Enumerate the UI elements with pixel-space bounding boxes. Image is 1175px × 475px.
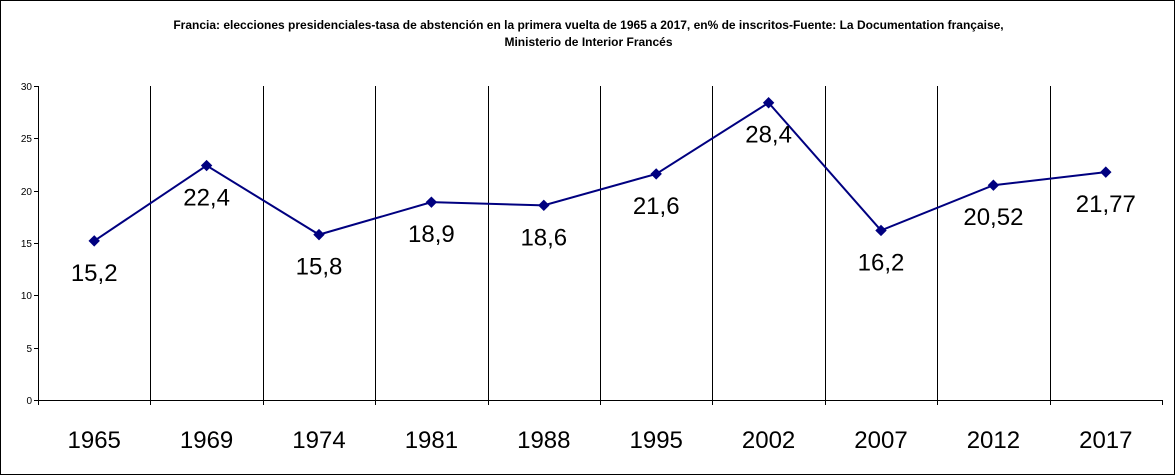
chart-title: Francia: elecciones presidenciales-tasa … — [1, 17, 1174, 51]
y-tick-label: 0 — [26, 396, 32, 407]
y-tick-label: 15 — [21, 239, 33, 250]
x-tick-label: 2007 — [854, 427, 907, 454]
x-tick-label: 2017 — [1079, 427, 1132, 454]
data-label: 16,2 — [858, 249, 905, 276]
data-label: 21,6 — [633, 193, 680, 220]
x-tick-label: 1988 — [517, 427, 570, 454]
x-tick-label: 1995 — [630, 427, 683, 454]
data-label: 28,4 — [745, 122, 792, 149]
data-label: 15,8 — [296, 254, 343, 281]
data-point-marker — [875, 224, 887, 237]
y-tick-label: 20 — [21, 187, 33, 198]
x-tick-label: 1981 — [405, 427, 458, 454]
y-tick-label: 25 — [21, 134, 33, 145]
data-label: 21,77 — [1076, 191, 1136, 218]
data-point-marker — [313, 228, 325, 241]
chart-subtitle: Ministerio de Interior Francés — [504, 35, 673, 49]
data-label: 20,52 — [963, 204, 1023, 231]
data-point-marker — [762, 97, 775, 109]
data-point-marker — [650, 168, 662, 180]
data-label: 18,9 — [408, 221, 455, 248]
data-point-marker — [425, 196, 438, 208]
data-point-marker — [200, 159, 213, 172]
data-label: 22,4 — [183, 185, 230, 212]
x-tick-label: 2012 — [967, 427, 1020, 454]
x-tick-label: 2002 — [742, 427, 795, 454]
y-tick-label: 5 — [26, 344, 32, 355]
data-point-marker — [1100, 166, 1112, 178]
data-label: 18,6 — [520, 224, 567, 251]
x-tick-label: 1974 — [292, 427, 345, 454]
x-tick-label: 1969 — [180, 427, 233, 454]
y-tick-label: 10 — [21, 291, 33, 302]
chart-title-line1: Francia: elecciones presidenciales-tasa … — [173, 18, 1004, 32]
data-label: 15,2 — [71, 260, 118, 287]
data-point-marker — [987, 179, 1000, 191]
x-tick-label: 1965 — [68, 427, 121, 454]
series-line — [93, 101, 1106, 242]
y-tick-label: 30 — [21, 82, 33, 93]
data-point-marker — [538, 199, 550, 212]
data-point-marker — [88, 235, 100, 247]
